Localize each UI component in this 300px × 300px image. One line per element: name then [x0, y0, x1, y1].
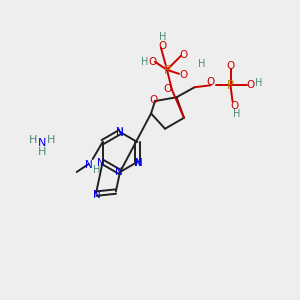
- Text: H: H: [29, 135, 37, 145]
- Text: N: N: [135, 158, 143, 168]
- Text: O: O: [226, 61, 235, 71]
- Text: H: H: [93, 165, 100, 175]
- Text: O: O: [180, 50, 188, 60]
- Text: N: N: [116, 128, 124, 138]
- Text: O: O: [149, 57, 157, 67]
- Text: H: H: [159, 32, 167, 42]
- Text: O: O: [150, 95, 158, 105]
- Text: N: N: [38, 138, 46, 148]
- Text: H: H: [255, 78, 262, 88]
- Text: P: P: [164, 64, 170, 77]
- Text: N: N: [93, 190, 101, 200]
- Text: N: N: [115, 167, 123, 177]
- Text: N: N: [134, 158, 142, 168]
- Text: H: H: [141, 57, 149, 67]
- Text: N: N: [97, 158, 105, 168]
- Text: N: N: [116, 127, 124, 137]
- Text: O: O: [180, 70, 188, 80]
- Text: O: O: [206, 77, 214, 87]
- Text: P: P: [227, 79, 234, 92]
- Text: O: O: [246, 80, 255, 90]
- Text: N: N: [85, 160, 93, 170]
- Text: H: H: [198, 59, 206, 69]
- Text: O: O: [164, 84, 172, 94]
- Text: O: O: [159, 41, 167, 51]
- Text: H: H: [38, 147, 46, 157]
- Text: H: H: [233, 109, 240, 119]
- Text: H: H: [47, 135, 55, 145]
- Text: O: O: [230, 101, 238, 111]
